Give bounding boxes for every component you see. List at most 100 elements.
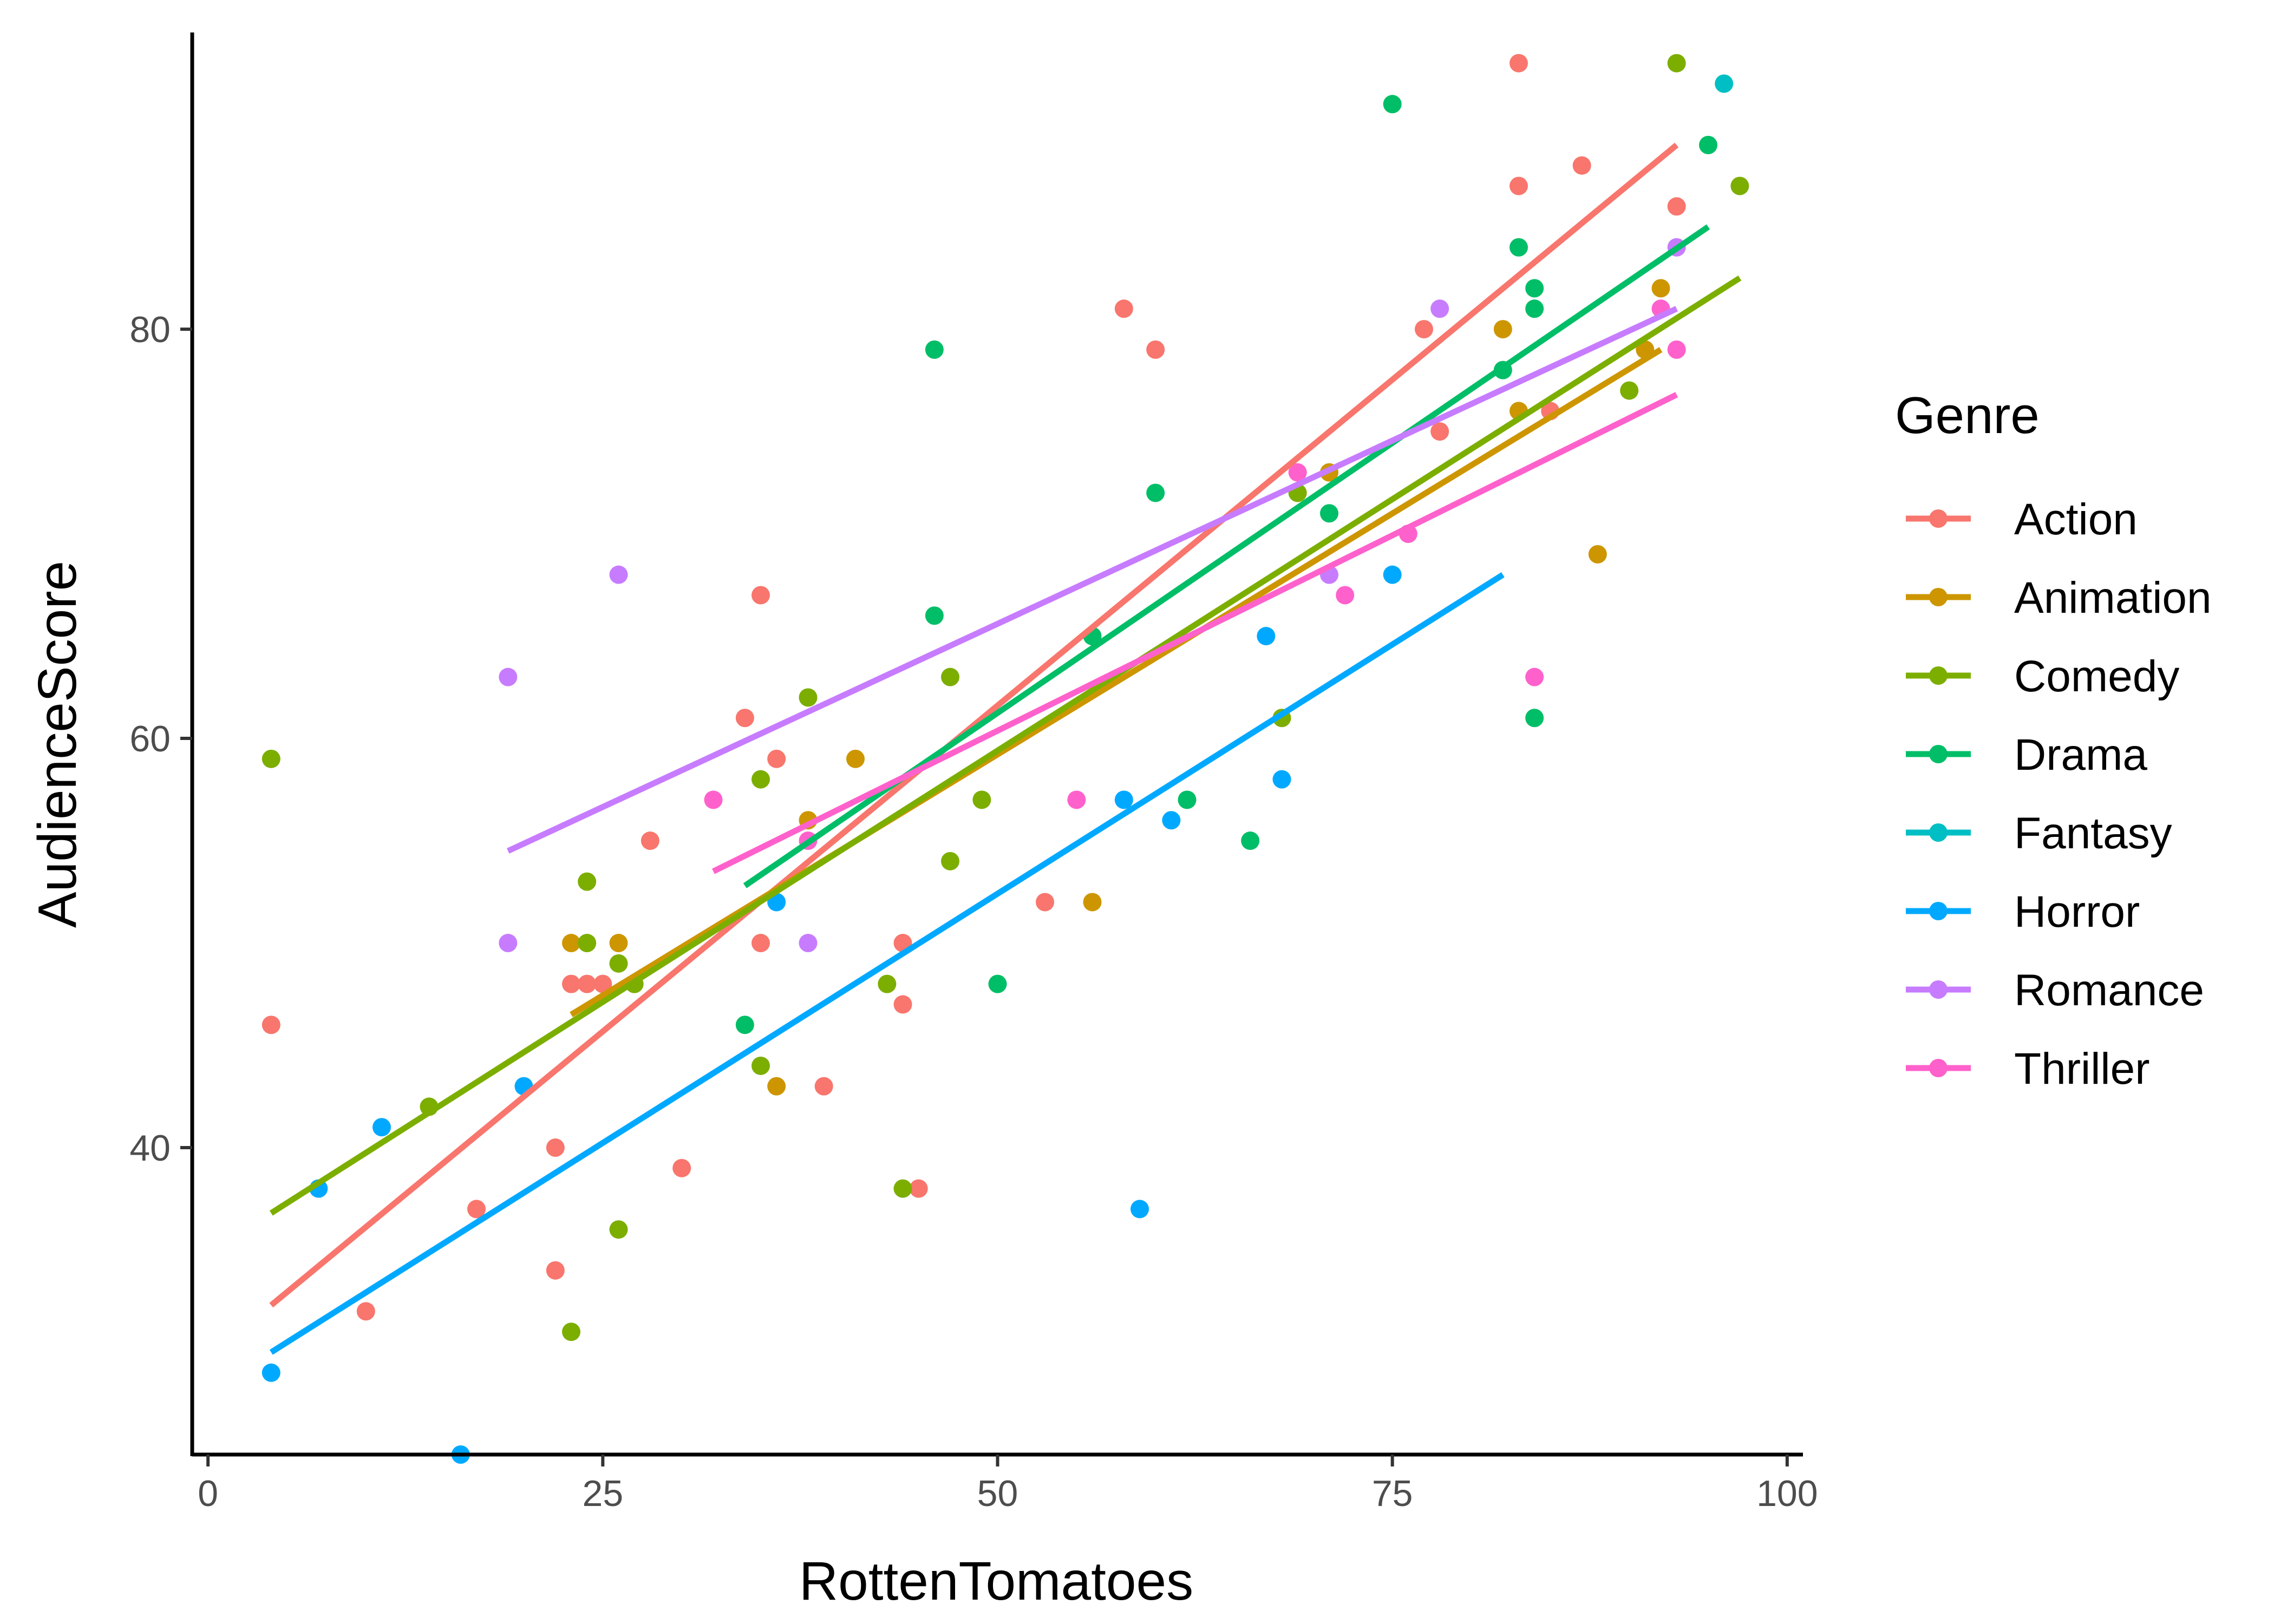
legend-item-action: Action <box>1906 495 2138 544</box>
legend-label: Romance <box>2014 966 2204 1015</box>
series-fantasy-points <box>1715 74 1734 93</box>
data-point-action <box>814 1077 833 1096</box>
data-point-thriller <box>704 790 723 809</box>
data-point-comedy <box>878 974 897 993</box>
data-point-comedy <box>1667 54 1686 73</box>
legend-item-drama: Drama <box>1906 730 2147 780</box>
legend-key-point <box>1929 666 1948 685</box>
data-point-comedy <box>1620 381 1639 400</box>
data-point-drama <box>925 340 944 359</box>
data-point-horror <box>1272 770 1291 789</box>
fit-line-comedy <box>269 275 1742 1216</box>
data-point-romance <box>499 667 518 686</box>
legend-items: Action Animation Comedy Drama Fantasy Horror R… <box>1906 495 2212 1093</box>
legend-item-fantasy: Fantasy <box>1906 809 2172 858</box>
legend-item-comedy: Comedy <box>1906 652 2179 701</box>
data-point-action <box>1667 197 1686 216</box>
data-point-action <box>1146 340 1165 359</box>
legend-key-point <box>1929 823 1948 842</box>
legend-label: Horror <box>2014 887 2140 937</box>
data-point-comedy <box>893 1179 912 1198</box>
series-comedy-points <box>262 54 1749 1341</box>
data-point-comedy <box>609 1220 628 1239</box>
data-point-romance <box>499 934 518 953</box>
data-point-action <box>578 974 597 993</box>
series-animation-points <box>562 279 1670 1096</box>
data-point-horror <box>262 1363 280 1382</box>
x-tick-label: 75 <box>1372 1473 1413 1514</box>
legend: Genre Action Animation Comedy Drama Fantasy H… <box>1895 387 2212 1093</box>
data-point-animation <box>846 749 865 768</box>
data-point-animation <box>562 934 580 953</box>
legend-key-point <box>1929 1059 1948 1077</box>
legend-label: Drama <box>2014 730 2147 780</box>
data-point-drama <box>1525 709 1544 728</box>
x-tick-label: 0 <box>198 1473 218 1514</box>
data-point-action <box>752 934 770 953</box>
legend-label: Action <box>2014 495 2138 544</box>
legend-item-horror: Horror <box>1906 887 2140 937</box>
y-tick-label: 40 <box>129 1128 171 1169</box>
data-point-action <box>593 974 612 993</box>
data-point-action <box>1572 156 1591 175</box>
fit-line-romance <box>507 306 1678 854</box>
legend-label: Comedy <box>2014 652 2179 701</box>
data-point-comedy <box>262 749 280 768</box>
data-point-action <box>1510 54 1528 73</box>
data-point-drama <box>925 606 944 625</box>
data-point-drama <box>735 1016 754 1034</box>
series-horror-points <box>262 565 1402 1464</box>
legend-key-point <box>1929 980 1948 999</box>
data-point-horror <box>1114 790 1133 809</box>
data-point-action <box>1415 320 1433 339</box>
data-point-animation <box>1651 279 1670 298</box>
data-point-comedy <box>578 934 597 953</box>
data-point-action <box>546 1261 565 1280</box>
data-point-comedy <box>972 790 991 809</box>
data-point-action <box>356 1302 375 1321</box>
data-point-drama <box>1146 483 1165 502</box>
legend-key-point <box>1929 902 1948 920</box>
data-point-action <box>1510 176 1528 195</box>
data-point-animation <box>1588 545 1607 564</box>
x-tick-label: 100 <box>1756 1473 1818 1514</box>
data-point-comedy <box>609 954 628 973</box>
data-point-horror <box>1162 811 1181 830</box>
legend-label: Thriller <box>2014 1044 2150 1093</box>
data-point-drama <box>1699 135 1717 154</box>
x-axis-title: RottenTomatoes <box>799 1551 1193 1612</box>
ticks-layer: 0 25 50 75 100 40 60 80 <box>129 309 1818 1514</box>
data-point-comedy <box>799 688 818 707</box>
y-tick-label: 80 <box>129 309 171 350</box>
data-point-romance <box>609 565 628 584</box>
data-point-drama <box>1241 831 1260 850</box>
data-point-comedy <box>752 1056 770 1075</box>
legend-key-point <box>1929 588 1948 606</box>
data-point-drama <box>1178 790 1197 809</box>
data-point-animation <box>767 1077 786 1096</box>
y-tick-label: 60 <box>129 718 171 759</box>
legend-item-romance: Romance <box>1906 966 2204 1015</box>
data-point-action <box>641 831 659 850</box>
data-point-romance <box>799 934 818 953</box>
series-drama-points <box>735 95 1717 1034</box>
data-point-comedy <box>752 770 770 789</box>
data-point-drama <box>988 974 1007 993</box>
fit-lines-layer <box>269 142 1742 1355</box>
data-point-action <box>1430 422 1449 441</box>
data-point-drama <box>1510 238 1528 257</box>
data-point-horror <box>1257 627 1276 646</box>
data-point-comedy <box>578 872 597 891</box>
data-point-action <box>1036 893 1054 912</box>
y-axis-title: AudienceScore <box>27 561 88 928</box>
data-point-action <box>893 995 912 1014</box>
data-point-thriller <box>1525 667 1544 686</box>
data-point-thriller <box>1067 790 1086 809</box>
x-tick-label: 25 <box>583 1473 624 1514</box>
data-point-action <box>546 1138 565 1157</box>
data-point-action <box>672 1158 691 1177</box>
data-point-action <box>262 1016 280 1034</box>
data-point-animation <box>1493 320 1512 339</box>
data-point-drama <box>1383 95 1402 114</box>
